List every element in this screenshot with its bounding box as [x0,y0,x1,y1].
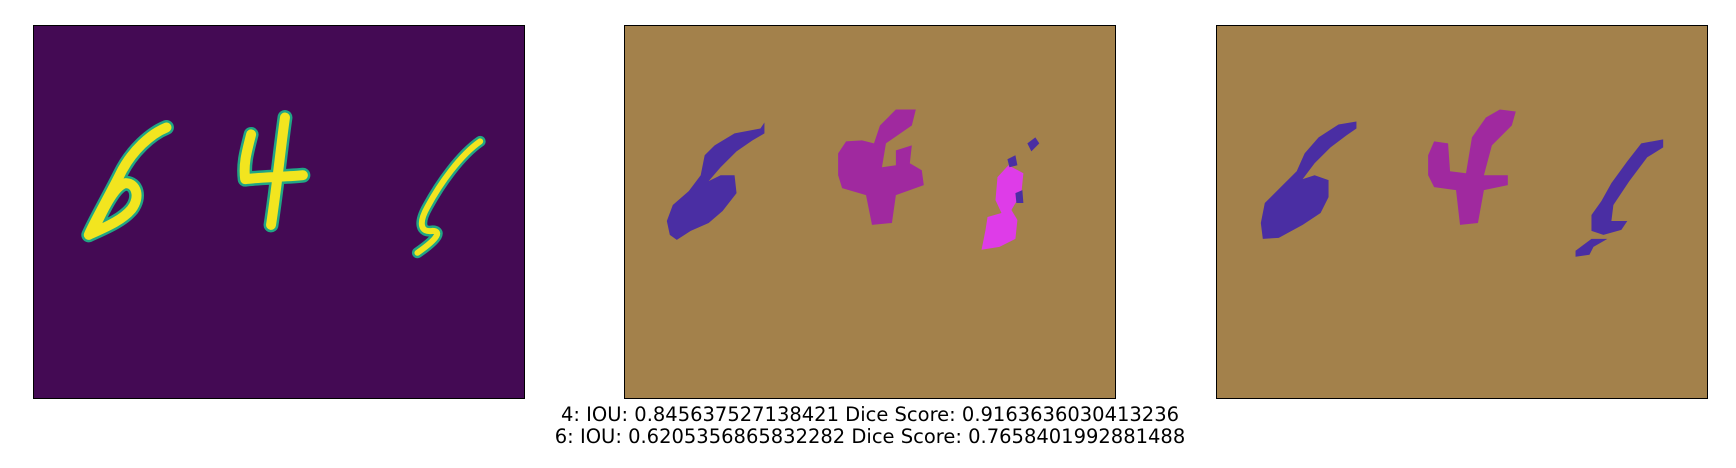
input-image [34,26,524,398]
predicted-digit-four [838,109,924,225]
predicted-digit-one-body [981,165,1024,250]
predicted-digit-six [666,122,765,240]
predicted-mask-panel [624,25,1116,399]
ground-truth-mask-panel [1216,25,1708,399]
input-image-panel [33,25,525,399]
metrics-caption: 4: IOU: 0.845637527138421 Dice Score: 0.… [420,404,1320,448]
ground-truth-digit-four [1428,109,1516,225]
digit-four-input [237,110,311,233]
ground-truth-digit-six [1260,121,1357,239]
digit-six-input [81,119,174,243]
ground-truth-mask [1217,26,1707,398]
metric-line-digit-six: 6: IOU: 0.6205356865832282 Dice Score: 0… [554,425,1186,448]
predicted-mask [625,26,1115,398]
metric-line-digit-four: 4: IOU: 0.845637527138421 Dice Score: 0.… [560,403,1180,426]
ground-truth-digit-one [1575,139,1664,257]
digit-one-input [411,135,486,259]
predicted-digit-one-tip [1007,137,1040,204]
